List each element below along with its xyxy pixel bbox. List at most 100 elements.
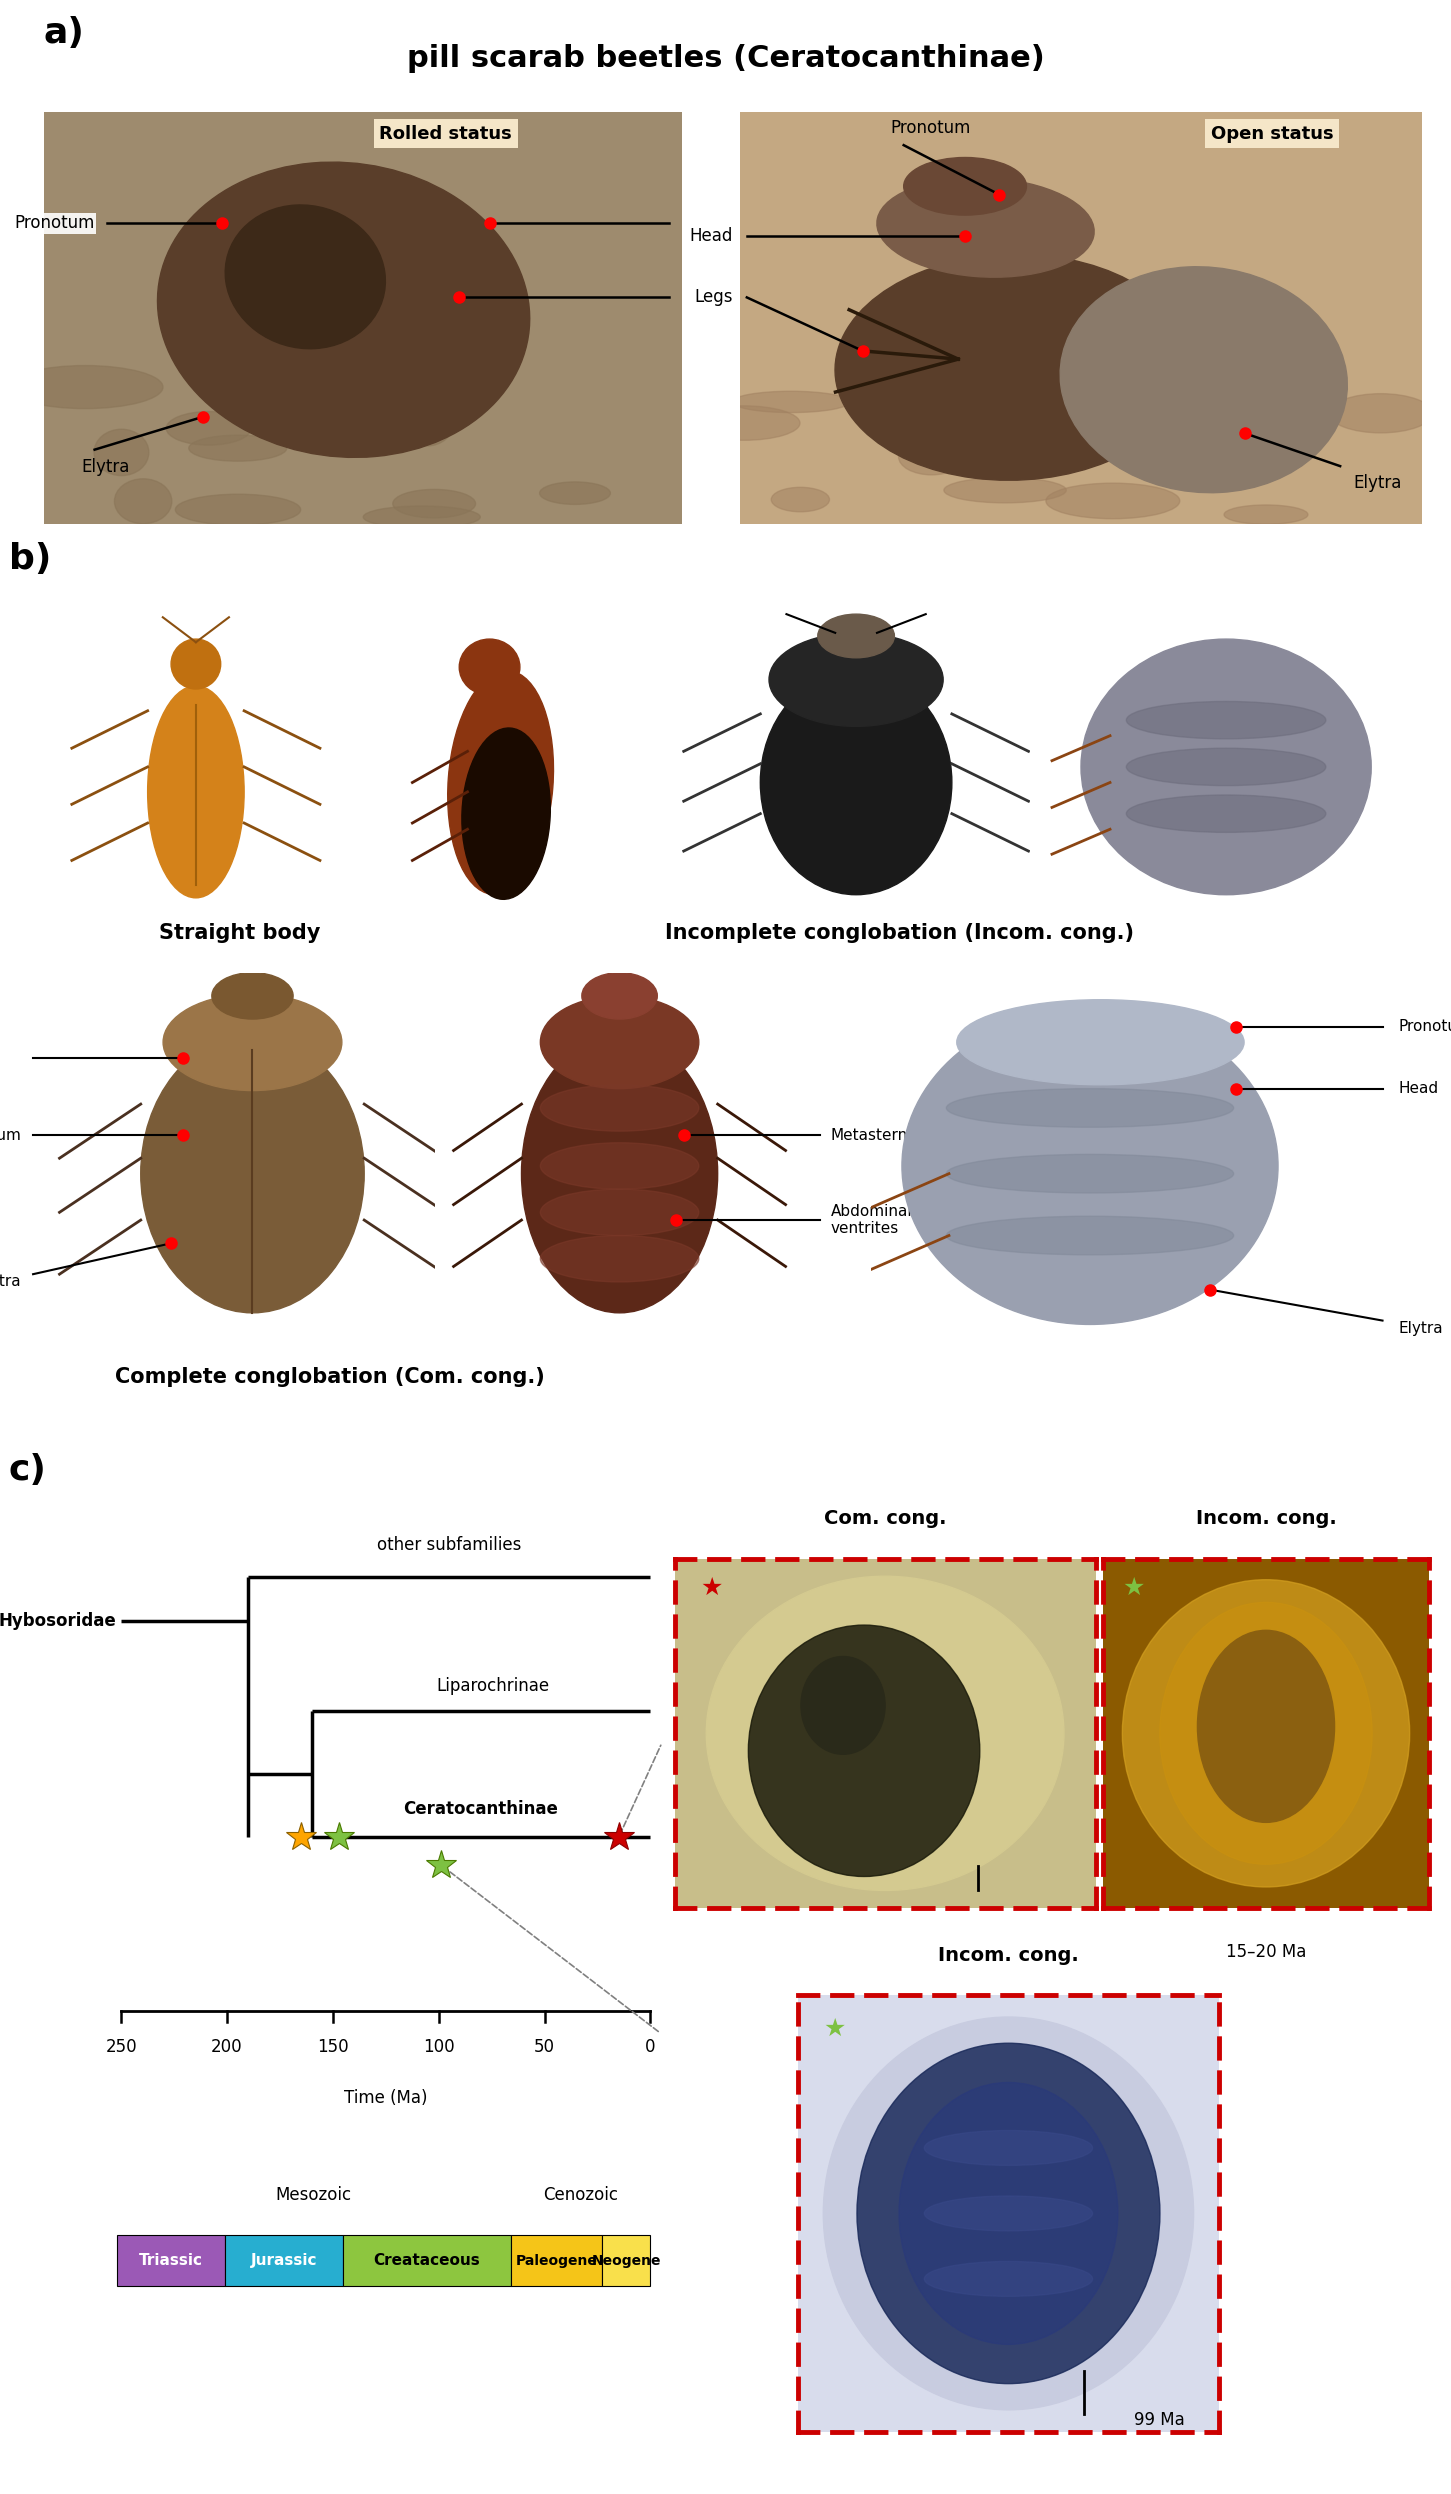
Ellipse shape xyxy=(540,1235,699,1282)
Text: Head: Head xyxy=(1399,1080,1438,1097)
Text: Legs: Legs xyxy=(695,289,733,307)
Ellipse shape xyxy=(176,494,300,526)
Text: Pronotum: Pronotum xyxy=(15,214,94,232)
Text: Straight body: Straight body xyxy=(158,923,321,943)
Text: Complete conglobation (Com. cong.): Complete conglobation (Com. cong.) xyxy=(115,1367,546,1387)
Ellipse shape xyxy=(400,397,454,446)
Ellipse shape xyxy=(904,157,1026,214)
Text: 250: 250 xyxy=(106,2038,136,2055)
Ellipse shape xyxy=(1126,796,1326,833)
Ellipse shape xyxy=(459,638,519,696)
Text: Pronotum: Pronotum xyxy=(1399,1020,1451,1035)
Ellipse shape xyxy=(158,162,530,456)
Ellipse shape xyxy=(582,973,657,1020)
Ellipse shape xyxy=(924,2130,1093,2165)
Ellipse shape xyxy=(772,486,830,511)
Ellipse shape xyxy=(189,434,287,461)
Text: 150: 150 xyxy=(316,2038,348,2055)
Text: c): c) xyxy=(9,1452,46,1486)
Ellipse shape xyxy=(900,2082,1117,2344)
Ellipse shape xyxy=(218,369,348,404)
Ellipse shape xyxy=(818,614,894,658)
Bar xyxy=(225,2235,344,2287)
Ellipse shape xyxy=(141,1035,364,1312)
Text: Elytra: Elytra xyxy=(0,1274,20,1289)
Text: Elytra: Elytra xyxy=(81,459,131,476)
Ellipse shape xyxy=(801,1656,885,1753)
Ellipse shape xyxy=(769,633,943,726)
Ellipse shape xyxy=(1329,394,1432,434)
Ellipse shape xyxy=(540,1142,699,1190)
Ellipse shape xyxy=(148,686,244,898)
Ellipse shape xyxy=(1126,748,1326,786)
Ellipse shape xyxy=(946,1087,1233,1127)
Text: Triassic: Triassic xyxy=(139,2255,203,2270)
Ellipse shape xyxy=(749,1626,979,1875)
Ellipse shape xyxy=(540,481,611,504)
Text: Elytra: Elytra xyxy=(1354,474,1402,491)
Text: Abdominal
ventrites: Abdominal ventrites xyxy=(831,1205,913,1237)
Ellipse shape xyxy=(363,506,480,529)
Text: Creataceous: Creataceous xyxy=(374,2255,480,2270)
Text: Incomplete conglobation (Incom. cong.): Incomplete conglobation (Incom. cong.) xyxy=(665,923,1135,943)
Text: a): a) xyxy=(44,15,84,50)
Text: ★: ★ xyxy=(699,1576,723,1601)
Text: Cenozoic: Cenozoic xyxy=(543,2185,618,2205)
Ellipse shape xyxy=(540,1085,699,1132)
Text: Mesozoic: Mesozoic xyxy=(276,2185,351,2205)
Text: 99 Ma: 99 Ma xyxy=(1135,2412,1185,2429)
Text: Pronotum: Pronotum xyxy=(0,1127,20,1142)
Ellipse shape xyxy=(946,1155,1233,1192)
Ellipse shape xyxy=(924,2262,1093,2297)
Ellipse shape xyxy=(299,394,371,426)
Ellipse shape xyxy=(115,479,171,524)
Ellipse shape xyxy=(461,728,550,900)
Ellipse shape xyxy=(1081,638,1371,895)
Ellipse shape xyxy=(876,177,1094,277)
Text: 0: 0 xyxy=(646,2038,656,2055)
Text: ★: ★ xyxy=(1123,1576,1145,1601)
Ellipse shape xyxy=(521,1035,718,1312)
Text: pill scarab beetles (Ceratocanthinae): pill scarab beetles (Ceratocanthinae) xyxy=(406,45,1045,72)
Text: b): b) xyxy=(9,541,51,576)
Bar xyxy=(118,2235,225,2287)
Text: Liparochrinae: Liparochrinae xyxy=(435,1678,548,1696)
Ellipse shape xyxy=(212,973,293,1020)
Ellipse shape xyxy=(898,439,965,474)
Text: Jurassic: Jurassic xyxy=(251,2255,318,2270)
Ellipse shape xyxy=(834,254,1191,481)
Ellipse shape xyxy=(540,995,699,1087)
Ellipse shape xyxy=(731,392,850,412)
Ellipse shape xyxy=(903,1008,1278,1324)
Ellipse shape xyxy=(1126,701,1326,738)
Ellipse shape xyxy=(1225,504,1307,524)
Bar xyxy=(602,2235,650,2287)
Ellipse shape xyxy=(94,429,149,476)
Ellipse shape xyxy=(924,2195,1093,2232)
Text: Metasternum: Metasternum xyxy=(831,1127,933,1142)
Ellipse shape xyxy=(7,367,163,409)
Text: Incom. cong.: Incom. cong. xyxy=(1196,1509,1336,1529)
Text: Open status: Open status xyxy=(1210,125,1333,142)
Text: 15–20 Ma: 15–20 Ma xyxy=(1226,1943,1306,1960)
Ellipse shape xyxy=(946,1217,1233,1254)
Ellipse shape xyxy=(945,479,1066,504)
Text: Pronotum: Pronotum xyxy=(889,120,971,137)
Text: Rolled status: Rolled status xyxy=(379,125,512,142)
Ellipse shape xyxy=(688,407,800,441)
Ellipse shape xyxy=(858,2043,1159,2384)
Text: Neogene: Neogene xyxy=(592,2255,660,2267)
Text: Ceratocanthinae: Ceratocanthinae xyxy=(403,1801,559,1818)
Ellipse shape xyxy=(1197,1631,1335,1823)
Ellipse shape xyxy=(163,995,342,1090)
Ellipse shape xyxy=(1123,1579,1409,1888)
Text: Elytra: Elytra xyxy=(1399,1322,1442,1337)
Bar xyxy=(344,2235,511,2287)
Ellipse shape xyxy=(171,638,221,688)
Ellipse shape xyxy=(823,2018,1194,2409)
Text: other subfamilies: other subfamilies xyxy=(377,1536,521,1554)
Ellipse shape xyxy=(167,412,251,444)
Ellipse shape xyxy=(540,1190,699,1235)
Ellipse shape xyxy=(1061,267,1348,494)
Text: 50: 50 xyxy=(534,2038,556,2055)
